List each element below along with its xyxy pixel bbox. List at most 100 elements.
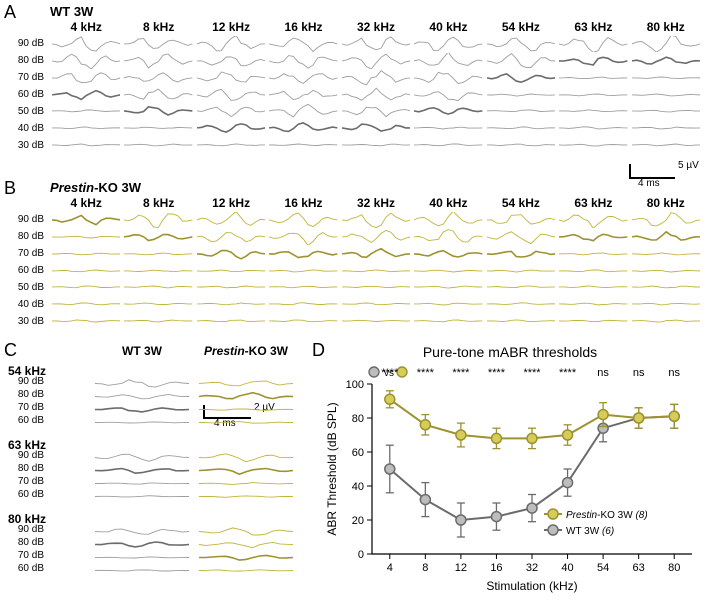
panel-title: WT 3W [50,4,93,19]
abr-trace [199,465,293,476]
panel-title: Prestin-KO 3W [50,180,141,195]
abr-trace [197,229,265,245]
abr-trace [559,279,627,295]
abr-trace [52,137,120,153]
abr-trace [414,246,482,262]
abr-trace [197,120,265,136]
row-label: 30 dB [0,141,44,151]
freq-header: 16 kHz [267,20,339,34]
abr-trace [414,70,482,86]
freq-header: 80 kHz [630,196,702,210]
abr-trace [632,36,700,52]
chart-svg: 0204060801004812163240546380ABR Threshol… [320,344,700,596]
abr-trace [199,452,293,463]
abr-trace [414,36,482,52]
abr-trace [269,263,337,279]
freq-header: 4 kHz [50,196,122,210]
abr-trace [342,120,410,136]
svg-text:100: 100 [346,379,364,391]
abr-trace [52,212,120,228]
abr-trace [124,246,192,262]
abr-trace [199,491,293,502]
abr-trace [269,36,337,52]
abr-trace [342,212,410,228]
svg-text:40: 40 [352,481,364,493]
abr-trace [197,246,265,262]
row-label: 80 dB [0,390,44,400]
abr-trace [487,279,555,295]
abr-trace [124,212,192,228]
svg-text:Stimulation (kHz): Stimulation (kHz) [486,579,577,593]
abr-trace [414,296,482,312]
abr-trace [559,70,627,86]
abr-trace [414,229,482,245]
abr-trace [632,70,700,86]
abr-trace [414,263,482,279]
abr-trace [269,137,337,153]
row-label: 70 dB [0,551,44,561]
row-label: 90 dB [0,451,44,461]
abr-trace [487,313,555,329]
abr-trace [487,137,555,153]
abr-trace [559,36,627,52]
row-label: 50 dB [0,283,44,293]
abr-trace [342,279,410,295]
abr-trace [197,212,265,228]
abr-trace [199,539,293,550]
abr-trace [559,229,627,245]
abr-trace [632,53,700,69]
abr-trace [269,53,337,69]
abr-trace [95,478,189,489]
abr-trace [487,36,555,52]
abr-trace [487,120,555,136]
svg-text:80: 80 [668,562,680,574]
freq-header: 4 kHz [50,20,122,34]
row-label: 70 dB [0,403,44,413]
abr-trace [124,137,192,153]
abr-trace [95,378,189,389]
abr-trace [52,36,120,52]
abr-trace [197,70,265,86]
abr-trace [269,70,337,86]
svg-text:ns: ns [597,367,609,379]
abr-trace [124,279,192,295]
panelC-header: WT 3W [92,344,192,358]
abr-trace [124,296,192,312]
freq-header: 32 kHz [340,20,412,34]
abr-trace [95,539,189,550]
svg-text:ABR Threshold (dB SPL): ABR Threshold (dB SPL) [325,402,339,535]
abr-trace [199,378,293,389]
abr-trace [414,212,482,228]
abr-trace [632,212,700,228]
freq-header: 32 kHz [340,196,412,210]
abr-trace [269,229,337,245]
svg-text:WT 3W (6): WT 3W (6) [566,526,614,537]
abr-trace [632,279,700,295]
scale-x: 4 ms [638,178,660,189]
panel-C: CWT 3WPrestin-KO 3W2 µV4 ms54 kHz90 dB80… [0,344,300,596]
abr-trace [52,103,120,119]
abr-trace [95,491,189,502]
row-label: 80 dB [0,538,44,548]
abr-trace [95,565,189,576]
freq-header: 63 kHz [557,196,629,210]
row-label: 50 dB [0,107,44,117]
abr-trace [269,246,337,262]
svg-text:****: **** [381,367,399,379]
row-label: 90 dB [0,525,44,535]
svg-text:4: 4 [387,562,393,574]
abr-trace [52,229,120,245]
panel-label-C: C [4,340,17,361]
abr-trace [414,137,482,153]
panel-B: BPrestin-KO 3W90 dB80 dB70 dB60 dB50 dB4… [0,180,708,330]
abr-trace [197,313,265,329]
freq-header: 8 kHz [122,20,194,34]
abr-trace [197,103,265,119]
row-label: 70 dB [0,249,44,259]
abr-trace [342,313,410,329]
abr-trace [414,53,482,69]
abr-trace [197,87,265,103]
abr-trace [52,263,120,279]
abr-trace [95,465,189,476]
abr-trace [124,229,192,245]
